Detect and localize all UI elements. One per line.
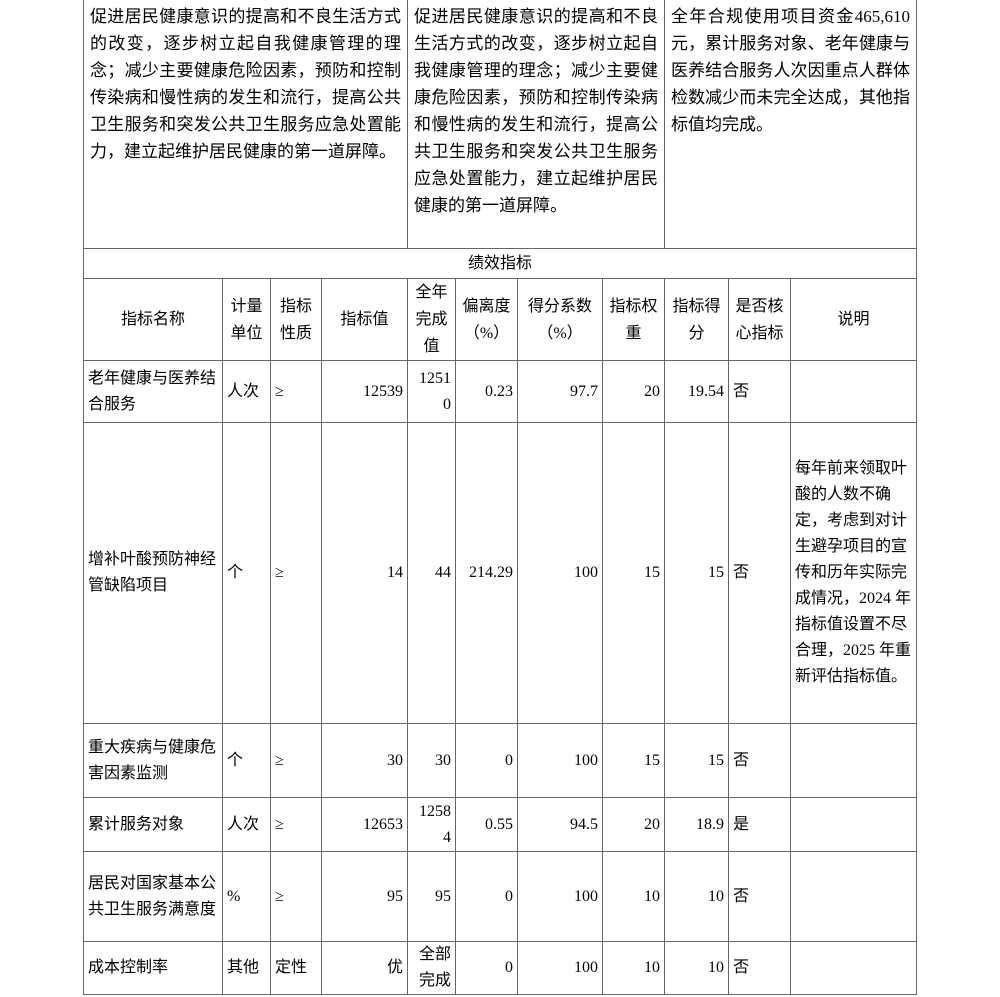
cell-nature: ≥: [270, 422, 322, 724]
cell-weight: 10: [602, 941, 665, 995]
cell-indicator-name: 增补叶酸预防神经管缺陷项目: [83, 422, 223, 724]
cell-indicator-name: 累计服务对象: [83, 797, 223, 852]
cell-completion-value: 12584: [407, 797, 456, 852]
cell-weight: 20: [602, 797, 665, 852]
cell-score-coefficient: 100: [517, 422, 603, 724]
cell-weight: 15: [602, 723, 665, 798]
summary-row: 促进居民健康意识的提高和不良生活方式的改变，逐步树立起自我健康管理的理念；减少主…: [83, 0, 918, 249]
cell-indicator-name: 老年健康与医养结合服务: [83, 360, 223, 423]
cell-note: [789, 941, 918, 995]
cell-nature: ≥: [270, 851, 322, 942]
cell-score: 19.54: [664, 360, 729, 423]
cell-target-value: 95: [321, 851, 408, 942]
cell-note: [789, 360, 918, 423]
table-row: 老年健康与医养结合服务 人次 ≥ 12539 12510 0.23 97.7 2…: [83, 360, 918, 423]
cell-deviation: 0: [455, 851, 518, 942]
cell-score: 10: [664, 941, 729, 995]
cell-score: 15: [664, 422, 729, 724]
header-target-value: 指标值: [321, 278, 408, 361]
section-title: 绩效指标: [82, 248, 918, 279]
cell-completion-value: 12510: [407, 360, 456, 423]
header-weight: 指标权重: [602, 278, 665, 361]
cell-weight: 15: [602, 422, 665, 724]
cell-completion-value: 全部完成: [407, 941, 456, 995]
cell-deviation: 214.29: [455, 422, 518, 724]
table-row: 重大疾病与健康危害因素监测 个 ≥ 30 30 0 100 15 15 否: [83, 723, 918, 798]
cell-indicator-name: 重大疾病与健康危害因素监测: [83, 723, 223, 798]
cell-score: 10: [664, 851, 729, 942]
cell-weight: 10: [602, 851, 665, 942]
cell-note: 每年前来领取叶酸的人数不确定，考虑到对计生避孕项目的宣传和历年实际完成情况，20…: [789, 422, 918, 724]
cell-is-core: 是: [728, 797, 791, 852]
header-completion-value: 全年完成值: [407, 278, 456, 361]
cell-unit: 个: [222, 422, 271, 724]
cell-unit: 其他: [222, 941, 271, 995]
header-is-core: 是否核心指标: [728, 278, 791, 361]
implementation-text-cell: 促进居民健康意识的提高和不良生活方式的改变，逐步树立起自我健康管理的理念；减少主…: [407, 0, 665, 249]
cell-target-value: 12539: [321, 360, 408, 423]
cell-is-core: 否: [728, 360, 791, 423]
cell-is-core: 否: [728, 723, 791, 798]
cell-completion-value: 44: [407, 422, 456, 724]
cell-unit: %: [222, 851, 271, 942]
header-nature: 指标性质: [270, 278, 322, 361]
cell-is-core: 否: [728, 941, 791, 995]
cell-note: [789, 851, 918, 942]
cell-nature: 定性: [270, 941, 322, 995]
cell-completion-value: 95: [407, 851, 456, 942]
cell-indicator-name: 成本控制率: [83, 941, 223, 995]
cell-unit: 个: [222, 723, 271, 798]
table-row: 累计服务对象 人次 ≥ 12653 12584 0.55 94.5 20 18.…: [83, 797, 918, 852]
section-title-row: 绩效指标: [82, 248, 918, 279]
cell-deviation: 0: [455, 723, 518, 798]
table-row: 增补叶酸预防神经管缺陷项目 个 ≥ 14 44 214.29 100 15 15…: [83, 422, 918, 724]
cell-note: [789, 723, 918, 798]
cell-target-value: 优: [321, 941, 408, 995]
cell-is-core: 否: [728, 851, 791, 942]
cell-nature: ≥: [270, 797, 322, 852]
performance-table: 促进居民健康意识的提高和不良生活方式的改变，逐步树立起自我健康管理的理念；减少主…: [82, 0, 918, 995]
cell-deviation: 0: [455, 941, 518, 995]
cell-deviation: 0.23: [455, 360, 518, 423]
cell-weight: 20: [602, 360, 665, 423]
cell-note: [789, 797, 918, 852]
cell-is-core: 否: [728, 422, 791, 724]
table-row: 成本控制率 其他 定性 优 全部完成 0 100 10 10 否: [83, 941, 918, 995]
cell-score-coefficient: 97.7: [517, 360, 603, 423]
cell-completion-value: 30: [407, 723, 456, 798]
cell-nature: ≥: [270, 723, 322, 798]
cell-score: 18.9: [664, 797, 729, 852]
header-unit: 计量单位: [222, 278, 271, 361]
header-note: 说明: [789, 278, 918, 361]
cell-score: 15: [664, 723, 729, 798]
result-text-cell: 全年合规使用项目资金465,610 元，累计服务对象、老年健康与医养结合服务人次…: [663, 0, 918, 249]
cell-unit: 人次: [222, 797, 271, 852]
cell-deviation: 0.55: [455, 797, 518, 852]
cell-score-coefficient: 100: [517, 723, 603, 798]
cell-target-value: 14: [321, 422, 408, 724]
cell-nature: ≥: [270, 360, 322, 423]
table-row: 居民对国家基本公共卫生服务满意度 % ≥ 95 95 0 100 10 10 否: [83, 851, 918, 942]
table-header-row: 指标名称 计量单位 指标性质 指标值 全年完成值 偏离度（%） 得分系数（%） …: [83, 278, 918, 361]
cell-score-coefficient: 100: [517, 941, 603, 995]
cell-target-value: 12653: [321, 797, 408, 852]
cell-unit: 人次: [222, 360, 271, 423]
goal-text-cell: 促进居民健康意识的提高和不良生活方式的改变，逐步树立起自我健康管理的理念；减少主…: [83, 0, 408, 249]
cell-score-coefficient: 94.5: [517, 797, 603, 852]
header-deviation: 偏离度（%）: [455, 278, 518, 361]
header-score-coefficient: 得分系数（%）: [517, 278, 603, 361]
header-indicator-name: 指标名称: [83, 278, 223, 361]
cell-indicator-name: 居民对国家基本公共卫生服务满意度: [83, 851, 223, 942]
cell-score-coefficient: 100: [517, 851, 603, 942]
cell-target-value: 30: [321, 723, 408, 798]
header-score: 指标得分: [664, 278, 729, 361]
